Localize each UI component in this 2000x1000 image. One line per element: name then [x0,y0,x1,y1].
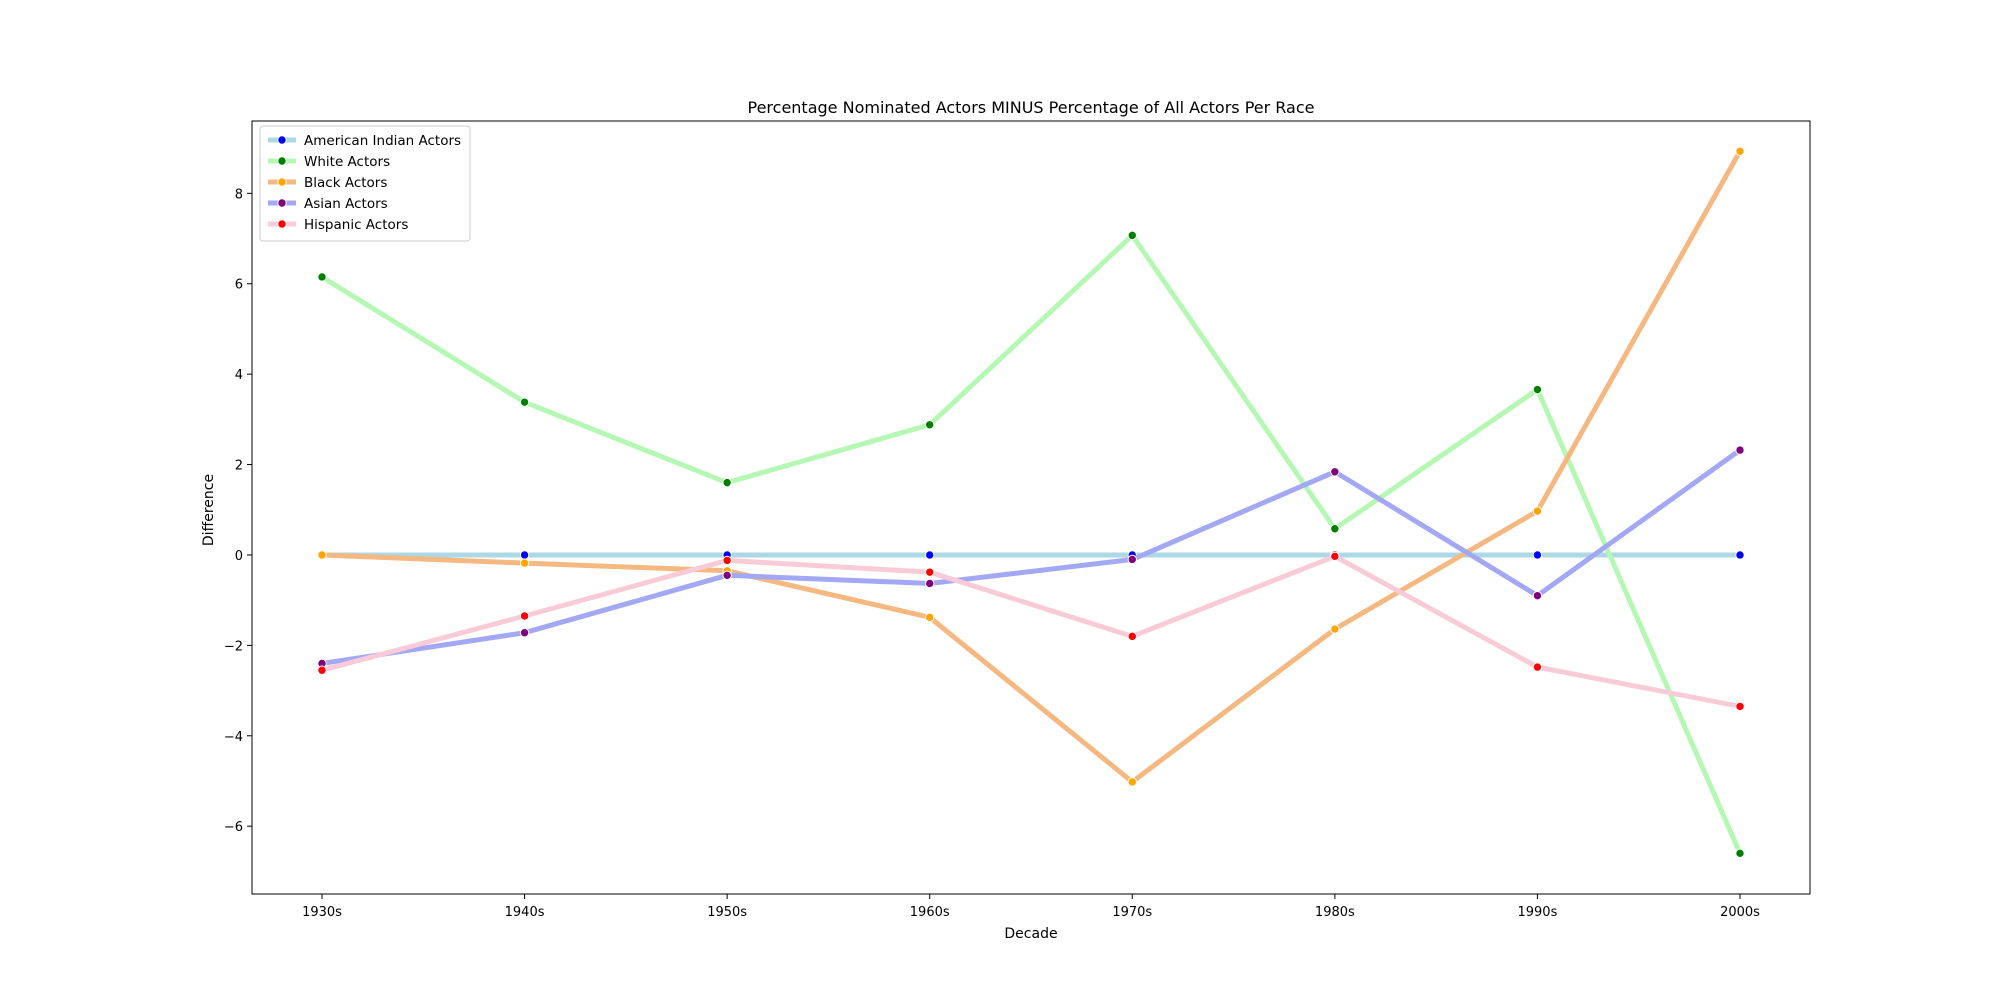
data-point [317,272,327,282]
x-tick-label: 1970s [1112,905,1152,920]
series-asian-actors [317,445,1745,669]
series-line [321,448,1742,666]
legend-swatch-marker [277,135,287,145]
chart-title: Percentage Nominated Actors MINUS Percen… [748,98,1315,117]
data-point [1330,624,1340,634]
data-point [722,477,732,488]
data-point [1735,445,1745,455]
legend: American Indian Actors White Actors Black … [259,125,471,242]
legend-swatch-marker [277,198,287,208]
data-point [722,555,732,566]
data-point [1735,848,1745,859]
data-point [1735,550,1745,560]
legend-label: Asian Actors [304,196,388,212]
x-tick-label: 2000s [1720,905,1760,920]
data-point [925,420,935,430]
data-point [1532,506,1543,516]
data-point [1127,777,1137,787]
data-point [317,550,327,560]
data-point [317,665,327,675]
legend-box [259,125,471,242]
x-tick-label: 1980s [1315,905,1355,920]
plot-area: 1930s 1940s 1950s 1960s 1970s 1980s 1990s 2000s… [224,120,1811,920]
x-tick-label: 1940s [505,905,545,920]
data-point [1330,524,1340,534]
series-line [321,150,1743,786]
series-black-actors [317,146,1745,787]
y-tick-label: 2 [235,459,243,474]
data-point [1127,631,1137,642]
legend-item: American Indian Actors [268,133,461,149]
series-line [321,553,1741,709]
legend-item: Black Actors [268,175,387,191]
series-line [320,231,1743,855]
legend-label: Black Actors [304,175,387,191]
y-tick-label: −2 [224,639,243,654]
legend-item: Asian Actors [268,196,388,212]
y-axis-label: Difference [201,474,217,546]
legend-swatch-marker [277,156,287,166]
data-point [519,611,530,621]
y-tick-label: 0 [235,549,243,564]
series-hispanic-actors [317,551,1745,712]
data-point [925,567,935,577]
x-tick-label: 1960s [910,905,950,920]
data-point [722,570,732,581]
data-point [1330,551,1340,562]
y-tick-label: 4 [235,368,243,383]
series-american-indian-actors [317,550,1745,560]
legend-swatch-marker [277,177,287,187]
data-point [1532,590,1543,601]
data-point [1735,146,1745,156]
data-point [1532,384,1543,395]
data-point [1330,467,1340,477]
plot-frame [251,120,1811,895]
series-white-actors [317,230,1745,859]
legend-swatch-marker [277,219,287,229]
data-point [1127,554,1137,565]
y-tick-label: 6 [235,278,243,293]
data-point [1127,230,1137,241]
data-point [519,397,530,407]
x-tick-label: 1930s [302,905,342,920]
data-point [1532,550,1543,560]
legend-label: White Actors [304,154,390,170]
y-tick-label: −6 [224,820,243,835]
data-point [925,578,935,589]
data-point [1735,701,1745,712]
y-tick-label: −4 [224,730,243,745]
data-point [519,628,530,638]
legend-item: Hispanic Actors [268,217,408,233]
data-point [1532,662,1543,672]
legend-item: White Actors [268,154,390,170]
data-point [519,558,530,568]
data-point [925,612,935,623]
x-axis-label: Decade [1004,926,1057,942]
data-point [519,550,530,560]
legend-label: American Indian Actors [304,133,461,149]
y-tick-label: 8 [235,187,243,202]
x-tick-label: 1990s [1517,905,1557,920]
data-point [925,550,935,560]
x-tick-label: 1950s [707,905,747,920]
legend-label: Hispanic Actors [304,217,408,233]
